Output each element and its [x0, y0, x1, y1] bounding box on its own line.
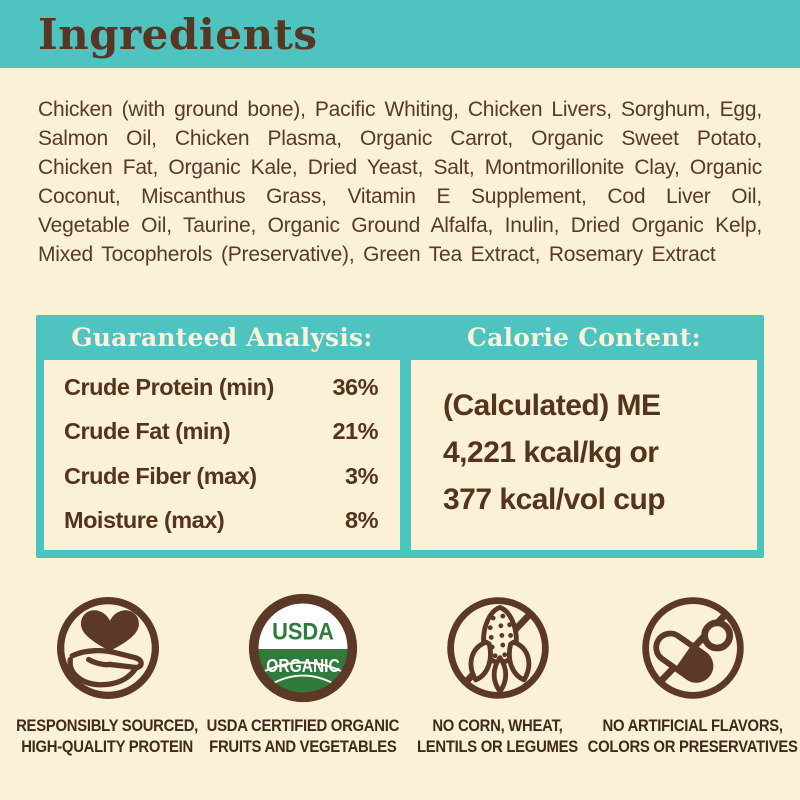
analysis-row-protein: Crude Protein (min) 36% [64, 374, 378, 401]
analysis-label: Crude Protein (min) [64, 374, 274, 400]
no-additives-icon [641, 597, 744, 699]
calorie-content-panel: (Calculated) ME 4,221 kcal/kg or 377 kca… [411, 360, 757, 550]
ingredients-paragraph: Chicken (with ground bone), Pacific Whit… [38, 98, 762, 266]
calorie-line: 377 kcal/vol cup [443, 483, 666, 516]
analysis-row-moisture: Moisture (max) 8% [64, 507, 378, 534]
badge-caption: NO ARTIFICIAL FLAVORS, COLORS OR PRESERV… [587, 717, 798, 756]
analysis-value: 8% [345, 506, 378, 533]
calorie-line: 4,221 kcal/kg or [443, 436, 659, 469]
analysis-label: Moisture (max) [64, 506, 225, 533]
usda-seal-top-text: USDA [272, 618, 334, 645]
analysis-row-fiber: Crude Fiber (max) 3% [64, 463, 378, 490]
badge-caption: USDA CERTIFIED ORGANIC FRUITS AND VEGETA… [206, 717, 399, 756]
badge-row: RESPONSIBLY SOURCED, HIGH-QUALITY PROTEI… [10, 590, 798, 758]
badge-caption: NO CORN, WHEAT, LENTILS OR LEGUMES [417, 717, 578, 756]
analysis-panels: Guaranteed Analysis: Calorie Content: Cr… [36, 315, 764, 558]
analysis-value: 21% [332, 418, 378, 445]
badge-no-additives: NO ARTIFICIAL FLAVORS, COLORS OR PRESERV… [588, 590, 798, 758]
analysis-value: 36% [332, 374, 378, 400]
no-corn-icon [446, 597, 549, 699]
analysis-label: Crude Fiber (max) [64, 462, 257, 489]
badge-usda-organic: USDA ORGANIC USDA CERTIFIED ORGANIC FRUI… [205, 590, 400, 758]
badge-no-corn: NO CORN, WHEAT, LENTILS OR LEGUMES [400, 590, 595, 758]
pet-food-label: Ingredients Chicken (with ground bone), … [0, 0, 800, 756]
ingredients-header-band: Ingredients [0, 0, 800, 68]
analysis-row-fat: Crude Fat (min) 21% [64, 418, 378, 445]
analysis-label: Crude Fat (min) [64, 418, 231, 445]
calorie-content-title: Calorie Content: [467, 323, 701, 352]
guaranteed-analysis-panel: Crude Protein (min) 36% Crude Fat (min) … [44, 360, 400, 550]
badge-caption: RESPONSIBLY SOURCED, HIGH-QUALITY PROTEI… [16, 717, 199, 756]
calorie-line: (Calculated) ME [443, 389, 661, 422]
guaranteed-analysis-title: Guaranteed Analysis: [71, 323, 373, 352]
analysis-value: 3% [345, 462, 378, 489]
usda-organic-seal: USDA ORGANIC [248, 593, 357, 703]
badge-responsibly-sourced: RESPONSIBLY SOURCED, HIGH-QUALITY PROTEI… [10, 590, 205, 758]
usda-seal-bottom-text: ORGANIC [266, 655, 339, 676]
page-title: Ingredients [38, 9, 318, 59]
heart-in-hand-icon [56, 597, 159, 699]
